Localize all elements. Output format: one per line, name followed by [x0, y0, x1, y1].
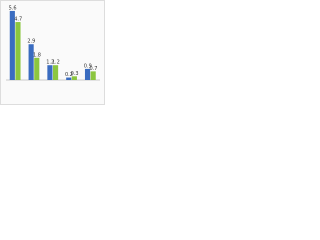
page: {"chart_data": {"type": "bar", "categori… [0, 0, 320, 105]
value-label: 0.3 [71, 71, 79, 77]
bar [66, 77, 72, 80]
value-label: 0.7 [89, 66, 97, 72]
value-label: 2.9 [27, 39, 35, 45]
value-label: 5.6 [9, 5, 17, 11]
value-label: 1.2 [52, 60, 60, 66]
bar [15, 22, 21, 80]
value-label: 0.2 [65, 72, 73, 78]
value-label: 1.8 [33, 52, 41, 58]
bar [53, 65, 59, 80]
bar [47, 65, 53, 80]
value-label: 1.2 [46, 60, 54, 66]
bar [84, 68, 91, 80]
value-label: 4.7 [14, 17, 22, 23]
bar [34, 57, 40, 80]
bar [9, 10, 15, 80]
chart: 5.6 2.9 1.2 0.2 0.9 4.7 1.8 1.2 0.3 0.7 [0, 0, 105, 105]
value-label: 0.9 [84, 63, 92, 69]
bar [28, 44, 34, 80]
bar [71, 76, 77, 80]
bar [90, 71, 96, 80]
